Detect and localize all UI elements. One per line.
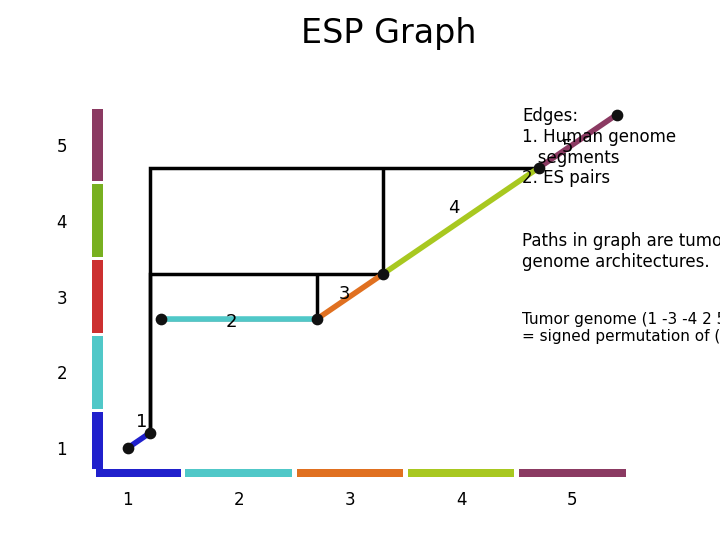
Bar (185, 469, 292, 477)
Text: 4: 4 (448, 199, 459, 217)
Bar (297, 469, 403, 477)
Bar (96, 469, 181, 477)
Text: 5: 5 (561, 138, 572, 156)
Text: Paths in graph are tumor
genome architectures.: Paths in graph are tumor genome architec… (522, 232, 720, 271)
Point (377, 269, 389, 278)
Point (311, 315, 323, 323)
Point (144, 429, 156, 437)
Text: 2: 2 (225, 313, 237, 330)
Title: ESP Graph: ESP Graph (301, 17, 477, 50)
Text: Edges:
1. Human genome
   segments
2. ES pairs: Edges: 1. Human genome segments 2. ES pa… (522, 107, 676, 187)
Text: 3: 3 (339, 285, 350, 302)
Bar (519, 469, 626, 477)
Bar (92, 184, 103, 257)
Text: Tumor genome (1 -3 -4 2 5)
= signed permutation of (1 2 3 4 5): Tumor genome (1 -3 -4 2 5) = signed perm… (522, 312, 720, 344)
Point (533, 164, 544, 172)
Point (122, 444, 133, 453)
Point (611, 110, 622, 119)
Bar (408, 469, 514, 477)
Point (156, 315, 167, 323)
Bar (92, 411, 103, 469)
Bar (92, 109, 103, 181)
Text: 1: 1 (137, 414, 148, 431)
Bar (92, 260, 103, 333)
Bar (92, 336, 103, 409)
